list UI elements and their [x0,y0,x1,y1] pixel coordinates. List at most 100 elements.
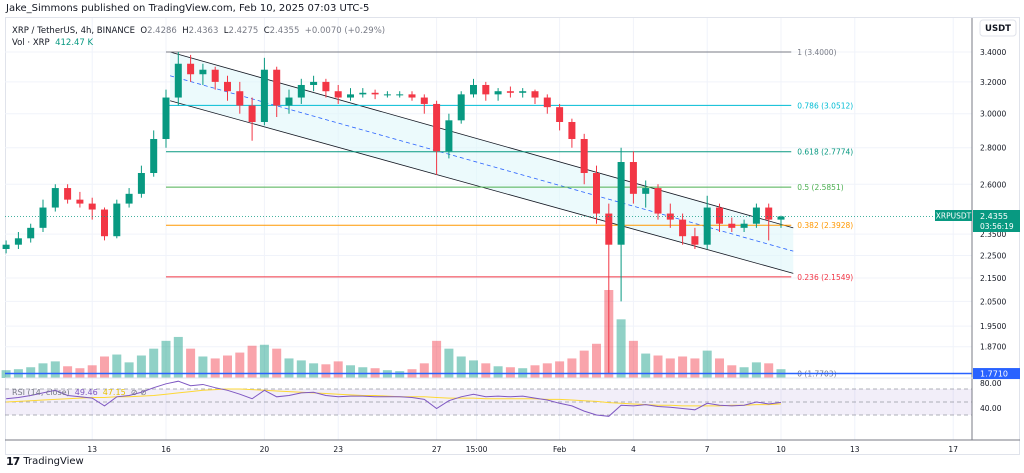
volume-label: Vol · XRP [12,38,50,48]
volume-bar [247,345,257,378]
volume-value: 412.47 K [55,38,94,48]
candle-body [334,91,342,98]
fib-level-label: 0.618 (2.7774) [797,148,853,157]
candle-body [506,91,514,93]
brand-name: TradingView [23,456,84,467]
candle-body [629,162,637,194]
candle-body [617,162,625,245]
price-tick: 1.8700 [980,343,1006,352]
candle-body [347,94,354,98]
candle-body [76,199,84,204]
volume-bar [469,360,478,378]
volume-bar [395,371,405,378]
price-tick: 3.4000 [980,48,1006,57]
currency-label: USDT [985,24,1011,34]
publish-caption: Jake_Simmons published on TradingView.co… [6,3,370,14]
symbol-title[interactable]: XRP / TetherUS, 4h, BINANCE [12,26,135,36]
candle-body [236,91,244,106]
candle-body [605,213,613,245]
time-tick: 13 [850,445,860,454]
volume-bar [727,365,737,378]
volume-bar [173,336,183,378]
price-tick: 2.2500 [980,252,1006,261]
volume-bar [358,367,368,378]
volume-bar [505,367,515,378]
volume-bar [444,348,454,378]
channel-fill [170,52,794,274]
candle-body [273,69,281,106]
candle-body [125,193,133,204]
time-tick: 17 [948,445,958,454]
rsi-tick: 40.00 [980,404,1002,413]
volume-bar [136,355,146,378]
time-tick: 4 [631,445,636,454]
candle-body [162,97,170,139]
volume-bar [555,361,565,378]
volume-bar [321,364,331,378]
candle-body [27,227,35,239]
time-tick: 13 [87,445,97,454]
volume-bar [296,360,306,378]
chart-frame [5,17,1020,455]
candle-body [14,238,22,245]
price-tick: 2.6000 [980,180,1006,189]
time-tick: 15:00 [466,445,488,454]
time-tick: 16 [161,445,171,454]
candle-body [580,138,588,174]
volume-bar [530,365,540,378]
currency-button[interactable] [979,19,1017,37]
volume-bar [161,340,171,378]
candle-body [371,92,379,95]
candle-body [777,216,785,220]
rsi-value: 49.46 [74,388,98,397]
candle-body [482,84,490,95]
candle-body [445,120,453,152]
time-tick: 27 [432,445,442,454]
change-value: +0.0070 (+0.29%) [304,26,386,36]
candle-body [666,213,674,220]
candle-body [679,219,687,237]
legend-row-volume: Vol · XRP 412.47 K [12,37,385,49]
volume-bar [579,350,589,378]
volume-bar [493,366,503,378]
volume-bar [50,361,60,378]
rsi-label[interactable]: RSI (14, close) [12,388,70,397]
h-label: H [182,26,189,36]
candle-body [593,173,600,214]
hidden-eye-icon[interactable]: ⊘ [130,388,138,397]
candle-body [359,92,367,95]
candle-body [654,188,662,214]
time-tick: 20 [260,445,270,454]
volume-bar [149,348,159,378]
candle-body [420,97,428,104]
countdown: 03:56:19 [980,222,1014,231]
volume-bar [678,356,688,378]
time-tick: 7 [705,445,710,454]
volume-bar [333,361,343,378]
volume-bar [616,319,626,378]
l-label: L [223,26,229,36]
volume-bar [764,363,774,378]
candle-body [150,138,158,174]
candle-body [703,207,711,245]
volume-bars [1,290,786,378]
candle-body [2,244,10,250]
volume-bar [259,344,269,378]
volume-bar [653,355,663,378]
price-tick: 3.2000 [980,78,1006,87]
legend-row-price: XRP / TetherUS, 4h, BINANCE O2.4286 H2.4… [12,25,385,37]
candle-body [199,69,207,75]
candle-body [470,84,477,95]
hidden-eye-icon[interactable]: ⊘ [140,388,147,397]
candle-body [187,63,195,75]
last-symbol: XRPUSDT [936,212,972,221]
candle-body [716,207,723,224]
candle-body [396,94,404,96]
volume-bar [100,356,109,378]
c-label: C [263,26,270,36]
volume-bar [751,362,761,378]
volume-bar [690,358,700,378]
price-tick: 2.1500 [980,274,1006,283]
tradingview-logo-icon: 17 [6,455,20,468]
